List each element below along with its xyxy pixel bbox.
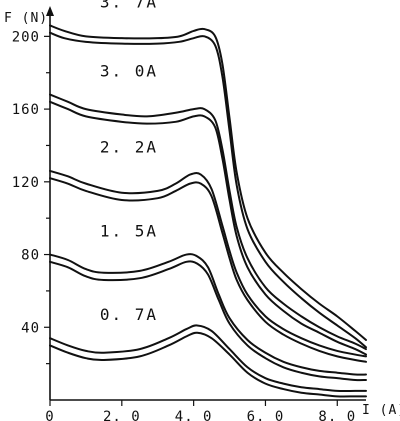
y-tick-label: 120 — [12, 175, 40, 191]
series-0 — [49, 24, 367, 349]
series-upper-line — [49, 253, 367, 376]
x-tick-label: 2. 0 — [103, 409, 141, 421]
x-tick-label: 4. 0 — [175, 409, 213, 421]
y-axis-title: F (N) — [4, 11, 48, 26]
series-lower-line — [49, 31, 367, 349]
y-tick-label: 160 — [12, 102, 40, 118]
series-upper-line — [49, 24, 367, 341]
x-tick-label: 6. 0 — [247, 409, 285, 421]
curves — [49, 24, 367, 398]
series-upper-line — [49, 93, 367, 351]
series-upper-line — [49, 169, 367, 358]
x-axis-title: I (A) — [362, 403, 400, 418]
series-4 — [49, 324, 367, 398]
series-label: 1. 5A — [100, 221, 158, 240]
series-lower-line — [49, 260, 367, 382]
series-label: 0. 7A — [100, 305, 158, 324]
y-tick-label: 40 — [21, 320, 40, 336]
series-label: 2. 2A — [100, 138, 158, 157]
series-label: 3. 0A — [100, 61, 158, 80]
x-tick-label: 0 — [45, 409, 54, 421]
series-2 — [49, 169, 367, 363]
y-axis-arrow — [46, 6, 54, 16]
y-tick-label: 80 — [21, 248, 40, 264]
series-3 — [49, 253, 367, 382]
series-lower-line — [49, 100, 367, 356]
ticks: 40 80 120 160 200 0 2. 0 4. 0 6. 0 8. 0 — [12, 29, 356, 421]
series-1 — [49, 93, 367, 356]
labels: 3. 7A 3. 0A 2. 2A 1. 5A 0. 7A — [100, 0, 158, 324]
series-label: 3. 7A — [100, 0, 158, 11]
y-tick-label: 200 — [12, 29, 40, 45]
series-upper-line — [49, 324, 367, 393]
axes — [46, 6, 366, 401]
series-lower-line — [49, 331, 367, 398]
series-lower-line — [49, 177, 367, 363]
x-tick-label: 8. 0 — [318, 409, 356, 421]
